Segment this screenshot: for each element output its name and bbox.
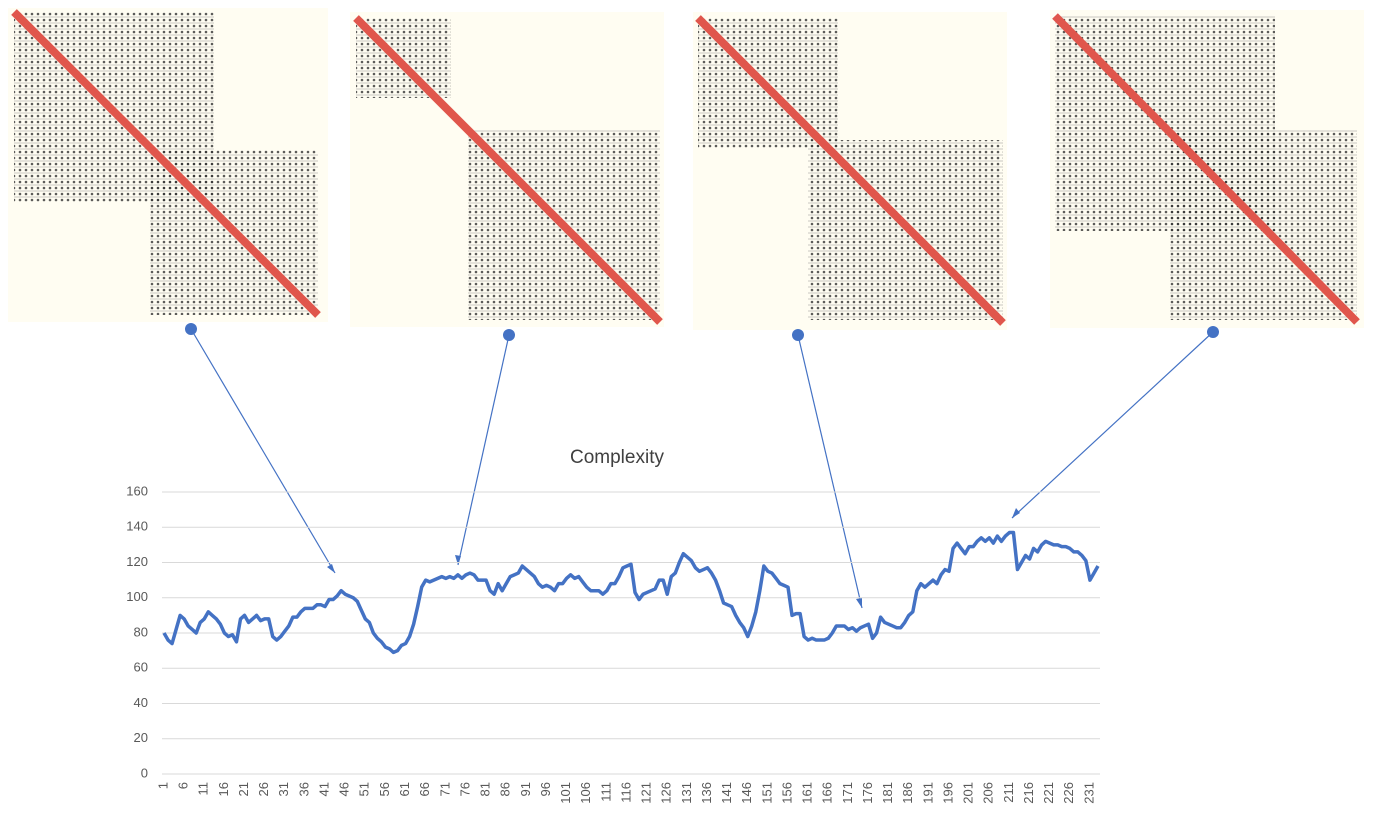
x-tick-label: 121 xyxy=(639,782,654,804)
x-tick-label: 146 xyxy=(739,782,754,804)
y-tick-label: 140 xyxy=(126,519,148,534)
matrix-image xyxy=(693,12,1007,330)
x-tick-label: 51 xyxy=(357,782,372,796)
x-tick-label: 61 xyxy=(397,782,412,796)
x-tick-label: 211 xyxy=(1001,782,1016,803)
y-tick-label: 60 xyxy=(134,660,148,675)
x-tick-label: 206 xyxy=(981,782,996,804)
matrix-image xyxy=(1050,10,1364,328)
x-tick-label: 186 xyxy=(900,782,915,804)
x-tick-label: 131 xyxy=(679,782,694,804)
x-tick-label: 136 xyxy=(699,782,714,804)
y-tick-label: 100 xyxy=(126,589,148,604)
x-tick-label: 116 xyxy=(618,782,633,803)
x-tick-label: 201 xyxy=(961,782,976,804)
x-tick-label: 166 xyxy=(820,782,835,804)
arrows xyxy=(185,323,1219,609)
x-tick-label: 81 xyxy=(478,782,493,796)
x-tick-label: 41 xyxy=(316,782,331,796)
x-tick-label: 26 xyxy=(256,782,271,796)
x-tick-label: 71 xyxy=(437,782,452,796)
x-tick-label: 191 xyxy=(920,782,935,804)
x-tick-label: 36 xyxy=(296,782,311,796)
y-tick-label: 0 xyxy=(141,765,148,780)
x-tick-label: 196 xyxy=(940,782,955,804)
x-tick-label: 141 xyxy=(719,782,734,804)
x-tick-label: 176 xyxy=(860,782,875,804)
line-series xyxy=(162,530,1100,655)
x-tick-label: 96 xyxy=(538,782,553,796)
x-tick-label: 1 xyxy=(155,782,170,789)
x-tick-label: 56 xyxy=(377,782,392,796)
x-tick-label: 126 xyxy=(659,782,674,804)
matrix-image xyxy=(350,12,664,327)
y-tick-label: 20 xyxy=(134,730,148,745)
x-tick-label: 171 xyxy=(840,782,855,804)
x-tick-label: 181 xyxy=(880,782,895,804)
x-tick-label: 31 xyxy=(276,782,291,796)
y-tick-label: 160 xyxy=(126,483,148,498)
x-tick-label: 216 xyxy=(1021,782,1036,804)
x-tick-label: 86 xyxy=(498,782,513,796)
x-tick-label: 111 xyxy=(598,782,613,802)
x-tick-label: 6 xyxy=(176,782,191,789)
x-tick-label: 101 xyxy=(558,782,573,804)
x-tick-label: 76 xyxy=(457,782,472,796)
x-tick-label: 11 xyxy=(196,782,211,796)
x-tick-label: 21 xyxy=(236,782,251,796)
x-tick-label: 231 xyxy=(1081,782,1096,804)
matrix-image xyxy=(8,8,328,322)
chart-title: Complexity xyxy=(570,447,664,468)
x-tick-label: 91 xyxy=(518,782,533,796)
x-tick-label: 151 xyxy=(759,782,774,804)
x-tick-label: 156 xyxy=(779,782,794,804)
y-tick-label: 80 xyxy=(134,624,148,639)
x-tick-label: 106 xyxy=(578,782,593,804)
x-tick-label: 226 xyxy=(1061,782,1076,804)
y-tick-label: 40 xyxy=(134,695,148,710)
x-tick-label: 161 xyxy=(800,782,815,804)
y-tick-label: 120 xyxy=(126,554,148,569)
x-tick-label: 221 xyxy=(1041,782,1056,804)
x-tick-label: 66 xyxy=(417,782,432,796)
x-tick-label: 16 xyxy=(216,782,231,796)
x-tick-label: 46 xyxy=(337,782,352,796)
